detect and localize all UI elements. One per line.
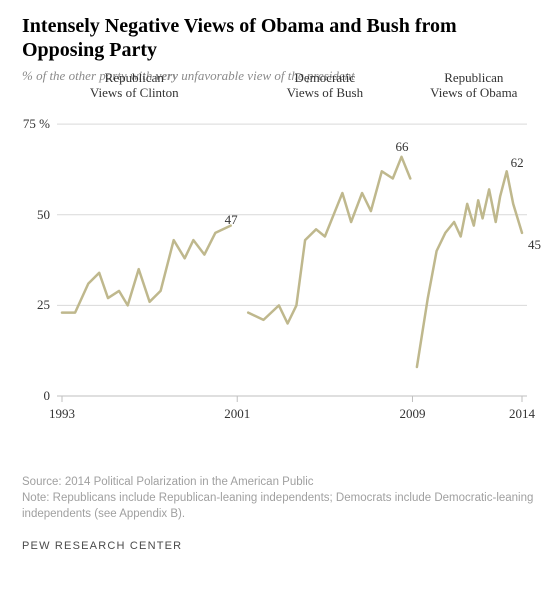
y-tick-50: 50	[37, 207, 50, 223]
x-tick-2009: 2009	[399, 406, 425, 422]
y-tick-0: 0	[44, 388, 51, 404]
value-label-0: 47	[225, 212, 238, 228]
chart-container: Intensely Negative Views of Obama and Bu…	[0, 0, 557, 590]
series-label-2: Republican Views of Obama	[430, 70, 517, 101]
value-label-2: 45	[528, 237, 541, 253]
note-line: Note: Republicans include Republican-lea…	[22, 490, 535, 522]
source-block: Source: 2014 Political Polarization in t…	[22, 474, 535, 522]
y-tick-75: 75 %	[23, 116, 50, 132]
value-label-1: 66	[396, 139, 409, 155]
value-label-2-b: 62	[511, 155, 524, 171]
footer-org: PEW RESEARCH CENTER	[22, 540, 535, 552]
y-tick-25: 25	[37, 297, 50, 313]
x-tick-2001: 2001	[224, 406, 250, 422]
x-tick-2014: 2014	[509, 406, 535, 422]
series-label-1: Democratic Views of Bush	[287, 70, 364, 101]
series-label-0: Republican Views of Clinton	[90, 70, 179, 101]
chart-title: Intensely Negative Views of Obama and Bu…	[22, 14, 535, 62]
chart-plot: 0255075 %1993200120092014Republican View…	[22, 96, 532, 446]
chart-svg	[22, 96, 532, 446]
source-line: Source: 2014 Political Polarization in t…	[22, 474, 535, 490]
x-tick-1993: 1993	[49, 406, 75, 422]
